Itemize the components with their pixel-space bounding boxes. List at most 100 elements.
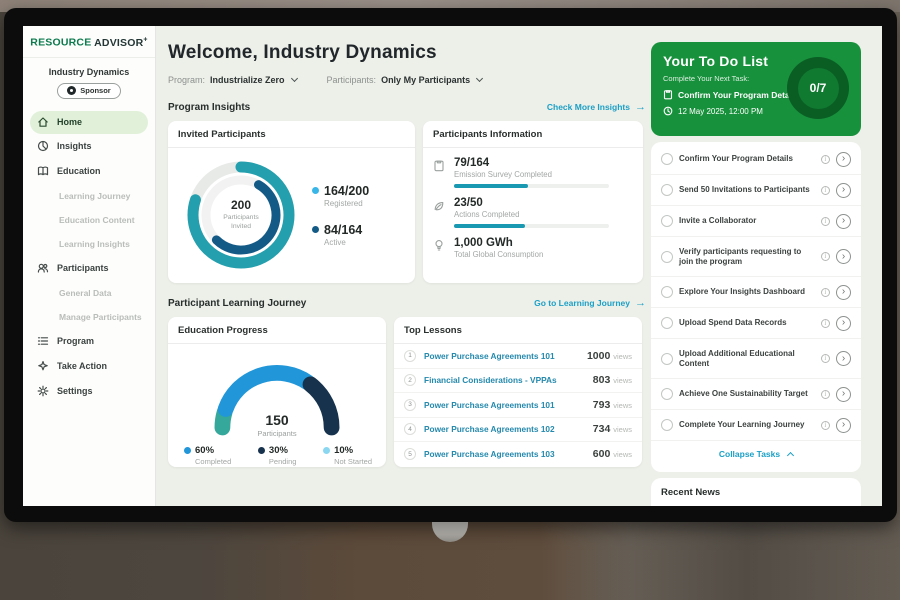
- top-lessons-card: Top Lessons 1 Power Purchase Agreements …: [394, 317, 642, 467]
- participants-dropdown[interactable]: Participants: Only My Participants: [327, 74, 484, 85]
- legend-dot: [312, 226, 319, 233]
- sponsor-badge-icon: [67, 86, 77, 95]
- task-row[interactable]: Explore Your Insights Dashboard i ›: [651, 277, 861, 308]
- lesson-link[interactable]: Power Purchase Agreements 103: [424, 449, 555, 460]
- legend-dot: [312, 187, 319, 194]
- task-go-button[interactable]: ›: [836, 151, 851, 167]
- task-go-button[interactable]: ›: [836, 182, 851, 198]
- task-row[interactable]: Achieve One Sustainability Target i ›: [651, 379, 861, 410]
- task-go-button[interactable]: ›: [836, 213, 851, 229]
- task-row[interactable]: Upload Additional Educational Content i …: [651, 339, 861, 379]
- todo-title: Your To Do List: [663, 53, 769, 69]
- todo-summary-panel: Your To Do List Complete Your Next Task:…: [651, 42, 861, 136]
- main-content: Welcome, Industry Dynamics Program: Indu…: [168, 26, 646, 506]
- participants-information-card: Participants Information 79/164 Emission…: [423, 121, 643, 283]
- task-row[interactable]: Send 50 Invitations to Participants i ›: [651, 175, 861, 206]
- lesson-row: 2 Financial Considerations - VPPAs 803 v…: [394, 369, 642, 393]
- chevron-up-icon: [787, 451, 795, 460]
- check-more-insights-link[interactable]: Check More Insights →: [546, 101, 646, 113]
- sidebar-item-participants[interactable]: Participants: [23, 256, 155, 281]
- task-row[interactable]: Invite a Collaborator i ›: [651, 206, 861, 237]
- task-checkbox[interactable]: [661, 317, 673, 329]
- page-title: Welcome, Industry Dynamics: [168, 42, 437, 63]
- people-icon: [37, 263, 49, 273]
- stat-actions-completed: 23/50 Actions Completed: [433, 197, 629, 228]
- donut-center-value: 200: [230, 198, 252, 213]
- task-row[interactable]: Complete Your Learning Journey i ›: [651, 410, 861, 441]
- gauge-center-value: 150: [265, 412, 289, 428]
- recent-news-card: Recent News: [651, 478, 861, 506]
- info-icon: i: [821, 389, 830, 399]
- section-title-learning-journey: Participant Learning Journey: [168, 297, 307, 309]
- task-row[interactable]: Confirm Your Program Details i ›: [651, 144, 861, 175]
- task-go-button[interactable]: ›: [836, 315, 851, 331]
- task-checkbox[interactable]: [661, 419, 673, 431]
- sidebar-item-insights[interactable]: Insights: [23, 134, 155, 159]
- legend-dot: [257, 447, 265, 454]
- go-to-learning-journey-link[interactable]: Go to Learning Journey →: [534, 297, 646, 309]
- actions-progress-bar: [454, 224, 609, 228]
- lesson-link[interactable]: Power Purchase Agreements 102: [424, 424, 555, 435]
- task-checkbox[interactable]: [661, 286, 673, 298]
- sidebar-item-home[interactable]: Home: [30, 110, 148, 134]
- info-icon: i: [821, 354, 830, 363]
- sidebar-item-education-content[interactable]: Education Content: [59, 214, 135, 225]
- card-title: Education Progress: [168, 317, 386, 344]
- card-title: Invited Participants: [168, 121, 415, 148]
- sidebar-item-manage-participants[interactable]: Manage Participants: [59, 311, 142, 322]
- task-go-button[interactable]: ›: [836, 249, 851, 264]
- legend-not-started: 10% Not Started: [323, 445, 372, 466]
- task-row[interactable]: Upload Spend Data Records i ›: [651, 308, 861, 339]
- sponsor-badge-label: Sponsor: [80, 86, 111, 95]
- sidebar-item-learning-journey[interactable]: Learning Journey: [59, 190, 131, 201]
- legend-registered: 164/200 Registered: [312, 184, 369, 208]
- legend-completed: 60% Completed: [184, 445, 231, 466]
- lesson-row: 4 Power Purchase Agreements 102 734 view…: [394, 418, 642, 442]
- sidebar: RESOURCE ADVISOR+ Industry Dynamics Spon…: [23, 26, 156, 506]
- info-icon: i: [821, 420, 830, 430]
- lesson-link[interactable]: Power Purchase Agreements 101: [424, 399, 555, 410]
- program-dropdown[interactable]: Program: Industrialize Zero: [168, 74, 298, 85]
- task-go-button[interactable]: ›: [836, 284, 851, 300]
- task-checkbox[interactable]: [661, 388, 673, 400]
- sponsor-badge: Sponsor: [57, 82, 121, 99]
- collapse-tasks-link[interactable]: Collapse Tasks: [651, 441, 861, 467]
- task-checkbox[interactable]: [661, 352, 673, 365]
- info-icon: i: [821, 252, 830, 261]
- dashboard-screen: RESOURCE ADVISOR+ Industry Dynamics Spon…: [23, 26, 882, 506]
- task-checkbox[interactable]: [661, 184, 673, 196]
- todo-counter: 0/7: [809, 81, 827, 95]
- sidebar-item-program[interactable]: Program: [23, 329, 155, 354]
- todo-due-date: 12 May 2025, 12:00 PM: [663, 106, 849, 116]
- info-icon: i: [821, 318, 830, 328]
- lesson-link[interactable]: Financial Considerations - VPPAs: [424, 375, 557, 386]
- lesson-row: 5 Power Purchase Agreements 103 600 view…: [394, 442, 642, 467]
- clock-icon: [663, 106, 673, 116]
- sidebar-item-take-action[interactable]: Take Action: [23, 354, 155, 379]
- lesson-link[interactable]: Power Purchase Agreements 101: [424, 350, 555, 361]
- task-checkbox[interactable]: [661, 250, 673, 263]
- todo-task-list: Confirm Your Program Details i › Send 50…: [651, 142, 861, 472]
- task-checkbox[interactable]: [661, 153, 673, 165]
- task-row[interactable]: Verify participants requesting to join t…: [651, 237, 861, 277]
- organization-name: Industry Dynamics: [48, 66, 130, 77]
- lesson-row: 3 Power Purchase Agreements 101 793 view…: [394, 393, 642, 418]
- task-go-button[interactable]: ›: [836, 386, 851, 402]
- sidebar-item-settings[interactable]: Settings: [23, 379, 155, 404]
- clipboard-icon: [663, 90, 673, 100]
- sidebar-menu: Home Insights Education Learning Journey…: [23, 110, 155, 404]
- sidebar-item-learning-insights[interactable]: Learning Insights: [59, 238, 130, 249]
- invited-participants-card: Invited Participants 200 Participants In…: [168, 121, 415, 283]
- task-go-button[interactable]: ›: [836, 351, 851, 366]
- lightbulb-icon: [435, 240, 443, 251]
- task-go-button[interactable]: ›: [836, 417, 851, 433]
- leaf-icon: [434, 202, 444, 211]
- task-checkbox[interactable]: [661, 215, 673, 227]
- stat-emission-survey: 79/164 Emission Survey Completed: [433, 157, 629, 188]
- sidebar-item-general-data[interactable]: General Data: [59, 287, 112, 298]
- education-gauge-chart: 150 Participants: [202, 354, 352, 438]
- emission-progress-bar: [454, 184, 609, 188]
- sidebar-item-education[interactable]: Education: [23, 159, 155, 184]
- recent-news-title: Recent News: [651, 478, 861, 506]
- arrow-right-icon: →: [635, 297, 646, 309]
